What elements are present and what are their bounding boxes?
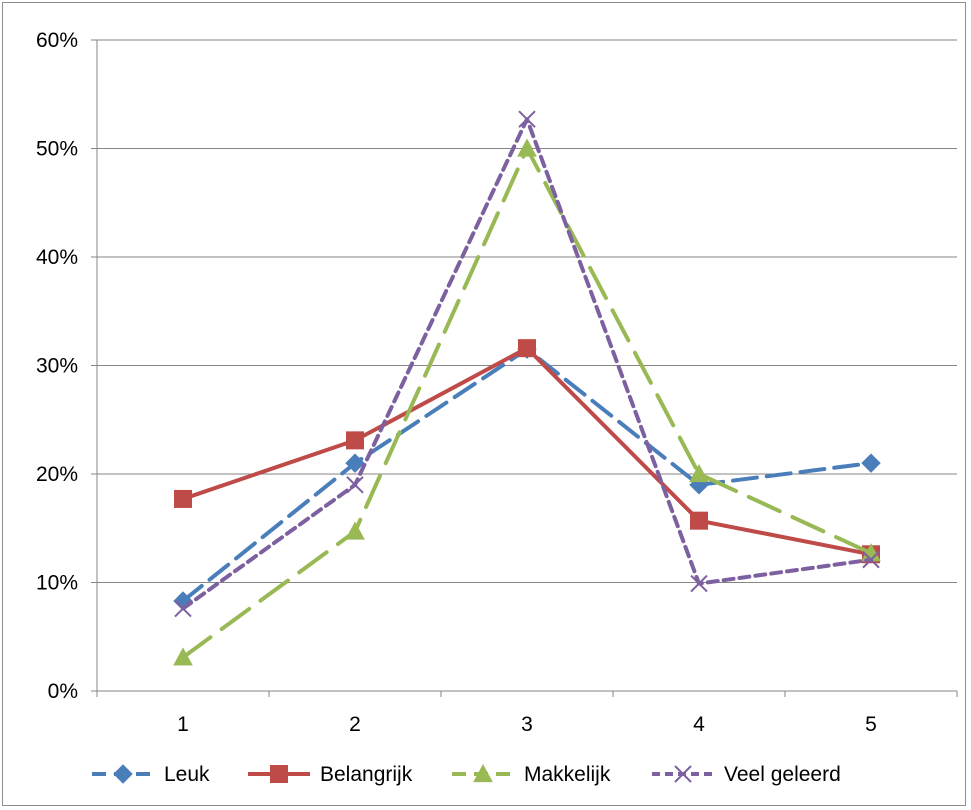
series-leuk <box>173 339 881 611</box>
data-point-belangrijk <box>346 431 364 450</box>
series-line-belangrijk <box>181 346 873 557</box>
legend-label-belangrijk: Belangrijk <box>320 763 413 786</box>
data-point-leuk <box>861 453 881 473</box>
data-point-veel-geleerd <box>862 551 880 569</box>
x-tick-label: 4 <box>693 713 705 736</box>
legend-item-leuk: Leuk <box>92 763 210 786</box>
axes: 0% 10% 20% 30% 40% 50% 60% 1 2 3 4 5 <box>36 29 958 736</box>
data-point-veel-geleerd <box>346 476 364 494</box>
data-point-veel-geleerd-stroke <box>862 551 880 569</box>
series-line-makkelijk <box>181 146 873 660</box>
legend-label-veel-geleerd: Veel geleerd <box>724 763 841 786</box>
x-tick-label: 3 <box>521 713 533 736</box>
data-point-leuk <box>345 453 365 473</box>
series-veel-geleerd <box>174 110 880 618</box>
data-point-veel-geleerd <box>690 574 708 593</box>
y-tick-label: 0% <box>48 680 78 703</box>
legend-label-leuk: Leuk <box>164 763 210 786</box>
series-line-leuk <box>181 347 873 603</box>
legend-label-makkelijk: Makkelijk <box>524 763 611 786</box>
series-makkelijk <box>173 138 881 666</box>
data-point-makkelijk <box>345 521 365 540</box>
legend: Leuk Belangrijk Makkelijk Veel geleerd <box>92 763 841 786</box>
legend-marker-leuk <box>113 764 133 784</box>
data-point-makkelijk <box>173 647 193 666</box>
y-tick-label: 30% <box>36 355 78 378</box>
series-lines <box>173 110 881 666</box>
x-tick-label: 2 <box>349 713 361 736</box>
x-tick-label: 1 <box>177 713 189 736</box>
legend-marker-makkelijk <box>473 763 493 783</box>
data-point-veel-geleerd <box>518 110 536 128</box>
y-tick-label: 60% <box>36 29 78 52</box>
data-point-veel-geleerd-stroke <box>346 476 364 494</box>
x-tick-label: 5 <box>865 713 877 736</box>
legend-item-belangrijk: Belangrijk <box>248 763 413 786</box>
data-point-belangrijk <box>518 339 536 358</box>
series-belangrijk <box>174 339 880 564</box>
y-tick-label: 20% <box>36 463 78 486</box>
y-tick-label: 10% <box>36 572 78 595</box>
legend-marker-veel-geleerd <box>674 765 692 783</box>
data-point-belangrijk <box>174 489 192 508</box>
legend-marker-belangrijk <box>270 765 288 783</box>
legend-marker-veel-geleerd-stroke <box>674 765 692 783</box>
y-tick-label: 50% <box>36 138 78 161</box>
legend-item-veel-geleerd: Veel geleerd <box>652 763 841 786</box>
y-tick-label: 40% <box>36 246 78 269</box>
data-point-veel-geleerd-stroke <box>690 574 708 593</box>
data-point-veel-geleerd <box>174 599 192 618</box>
data-point-veel-geleerd-stroke <box>518 110 536 128</box>
data-point-belangrijk <box>690 511 708 530</box>
legend-item-makkelijk: Makkelijk <box>452 763 611 786</box>
data-point-makkelijk <box>689 463 709 483</box>
data-point-veel-geleerd-stroke <box>174 599 192 618</box>
data-point-makkelijk <box>517 138 537 157</box>
